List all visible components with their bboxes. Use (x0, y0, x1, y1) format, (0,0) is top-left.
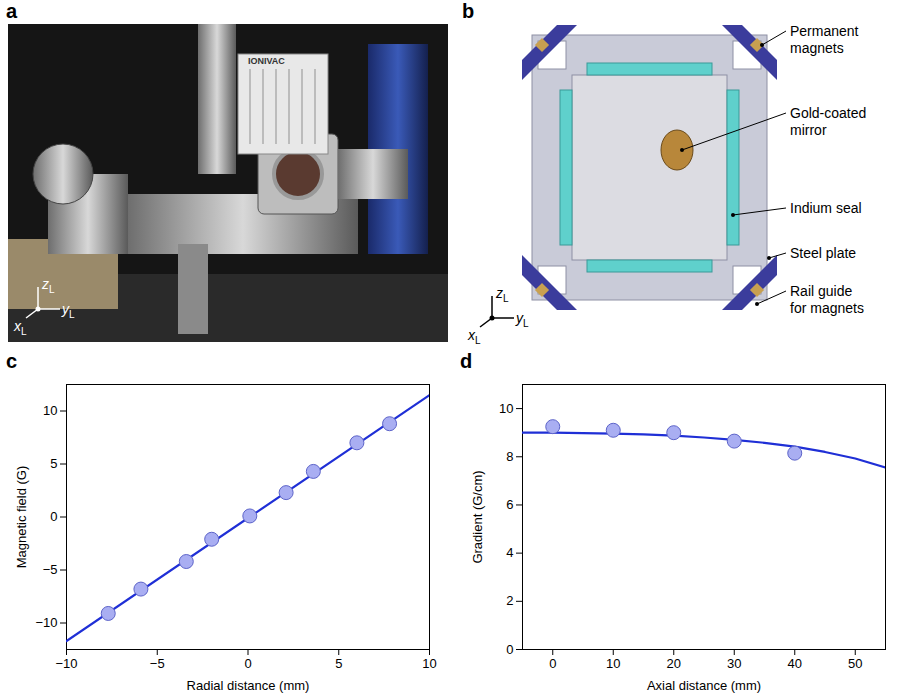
svg-text:Steel plate: Steel plate (790, 245, 856, 261)
svg-text:10: 10 (499, 401, 513, 416)
svg-text:10: 10 (422, 656, 436, 671)
svg-text:yL: yL (515, 310, 529, 329)
svg-text:Magnetic field (G): Magnetic field (G) (14, 466, 29, 569)
svg-text:10: 10 (606, 656, 620, 671)
html-text:d: d (460, 350, 473, 372)
svg-text:50: 50 (848, 656, 862, 671)
svg-text:−10: −10 (55, 656, 77, 671)
svg-text:Axial distance (mm): Axial distance (mm) (647, 678, 761, 693)
svg-text:40: 40 (788, 656, 802, 671)
svg-text:30: 30 (727, 656, 741, 671)
svg-text:zL: zL (41, 276, 55, 295)
svg-text:xL: xL (13, 318, 27, 337)
svg-text:Indium seal: Indium seal (790, 200, 862, 216)
svg-text:Rail guidefor magnets: Rail guidefor magnets (790, 283, 864, 316)
svg-text:−5: −5 (150, 656, 165, 671)
svg-text:0: 0 (244, 656, 251, 671)
svg-text:Gradient (G/cm): Gradient (G/cm) (470, 470, 485, 563)
svg-text:2: 2 (506, 593, 513, 608)
svg-text:Radial distance (mm): Radial distance (mm) (187, 678, 310, 693)
svg-text:6: 6 (506, 497, 513, 512)
svg-text:8: 8 (506, 449, 513, 464)
svg-text:0: 0 (50, 509, 57, 524)
svg-text:0: 0 (549, 656, 556, 671)
svg-text:Gold-coatedmirror: Gold-coatedmirror (790, 105, 866, 138)
svg-text:0: 0 (506, 642, 513, 657)
html-text:a: a (6, 0, 18, 22)
svg-text:IONIVAC: IONIVAC (248, 56, 285, 66)
svg-text:−5: −5 (43, 562, 58, 577)
svg-text:4: 4 (506, 545, 513, 560)
svg-text:5: 5 (335, 656, 342, 671)
svg-text:10: 10 (43, 403, 57, 418)
svg-text:xL: xL (467, 327, 481, 345)
svg-text:yL: yL (61, 301, 75, 320)
html-text:c: c (6, 350, 18, 372)
svg-text:−10: −10 (35, 615, 57, 630)
svg-text:5: 5 (50, 456, 57, 471)
svg-text:20: 20 (667, 656, 681, 671)
html-text:b: b (462, 0, 475, 22)
svg-text:zL: zL (495, 285, 509, 304)
svg-text:Permanentmagnets: Permanentmagnets (790, 23, 859, 56)
